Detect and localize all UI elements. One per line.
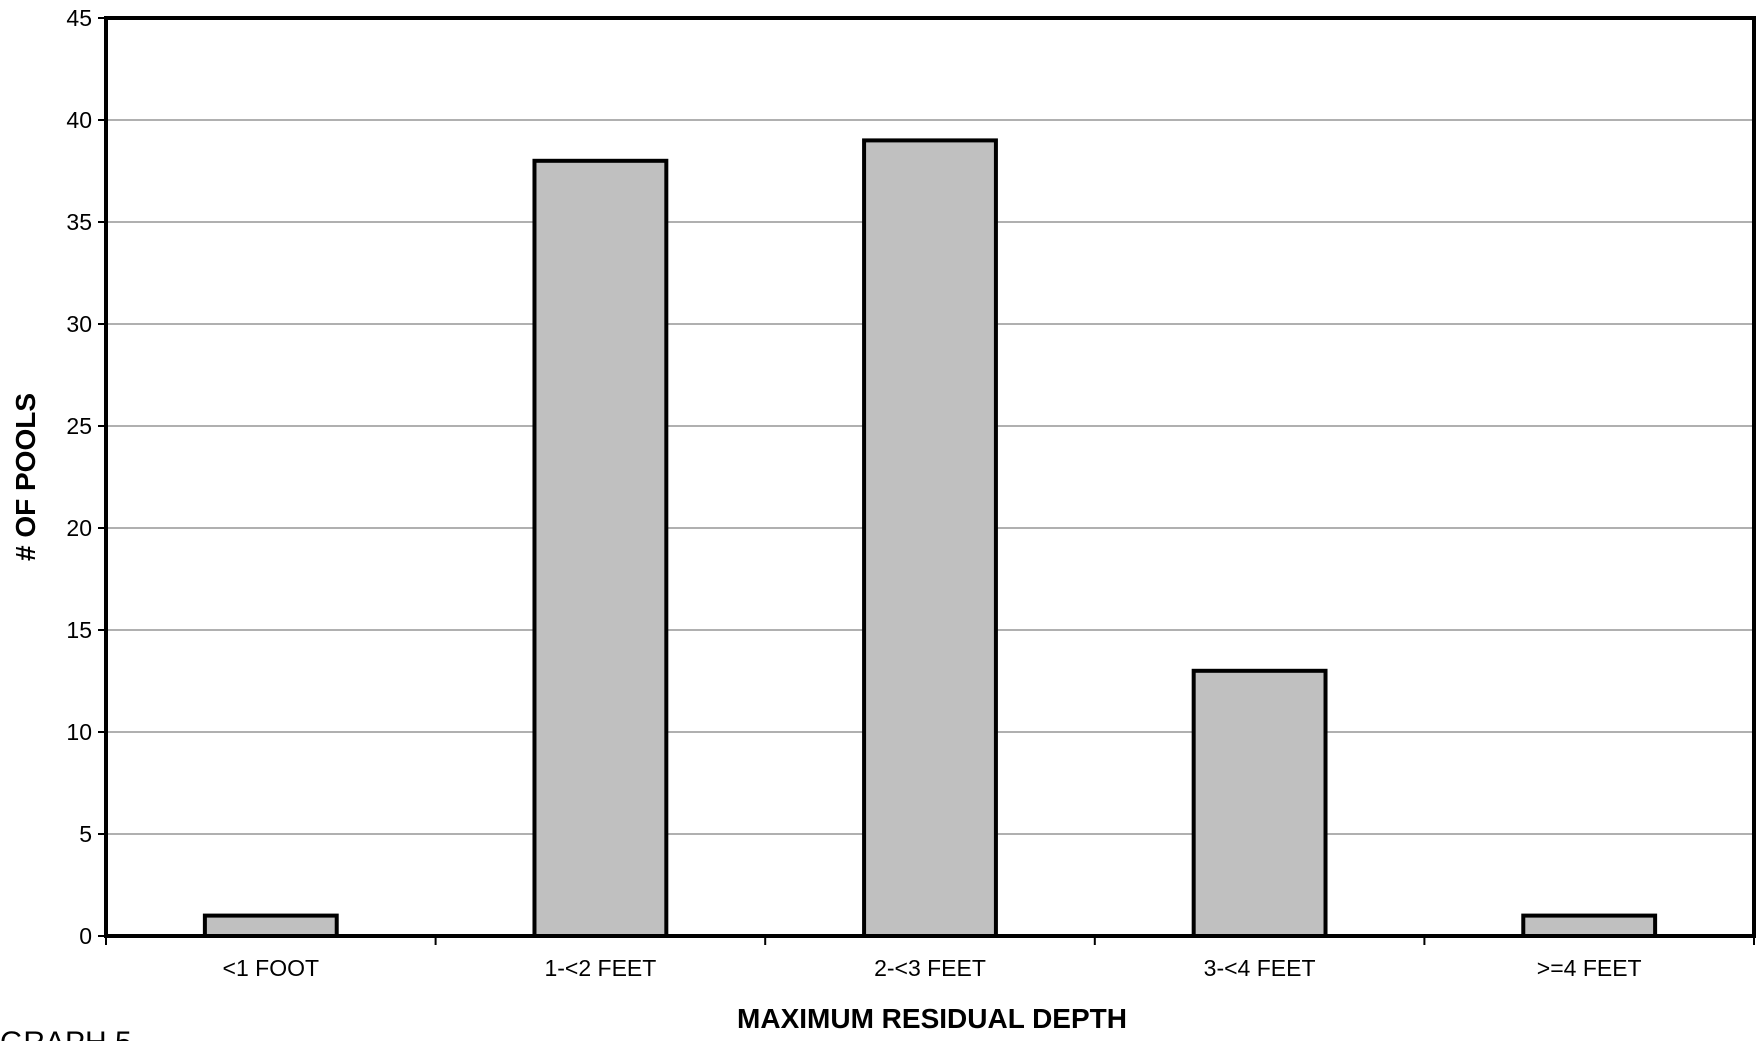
x-axis-title: MAXIMUM RESIDUAL DEPTH bbox=[737, 1003, 1127, 1034]
y-tick-label: 5 bbox=[79, 821, 92, 847]
x-tick-label: >=4 FEET bbox=[1537, 955, 1642, 981]
graph-caption: GRAPH 5 bbox=[0, 1026, 132, 1041]
bar bbox=[532, 158, 669, 939]
x-axis-ticks: <1 FOOT 1-<2 FEET 2-<3 FEET 3-<4 FEET >=4 FE… bbox=[105, 936, 1755, 981]
y-axis-ticks: 0 5 10 15 20 25 30 35 40 45 bbox=[66, 5, 106, 949]
bar bbox=[1521, 913, 1658, 938]
bars bbox=[202, 138, 1658, 939]
y-axis-title: # OF POOLS bbox=[10, 393, 41, 561]
y-tick-label: 40 bbox=[66, 107, 92, 133]
x-tick-label: 2-<3 FEET bbox=[874, 955, 986, 981]
bar bbox=[202, 913, 339, 938]
y-tick-label: 30 bbox=[66, 311, 92, 337]
x-tick-label: 3-<4 FEET bbox=[1204, 955, 1316, 981]
x-tick-label: 1-<2 FEET bbox=[544, 955, 656, 981]
y-tick-label: 10 bbox=[66, 719, 92, 745]
y-tick-label: 15 bbox=[66, 617, 92, 643]
y-tick-label: 0 bbox=[79, 923, 92, 949]
y-tick-label: 35 bbox=[66, 209, 92, 235]
y-tick-label: 25 bbox=[66, 413, 92, 439]
y-tick-label: 45 bbox=[66, 5, 92, 31]
bar bbox=[1191, 668, 1328, 938]
bar bbox=[862, 138, 998, 938]
y-tick-label: 20 bbox=[66, 515, 92, 541]
x-tick-label: <1 FOOT bbox=[223, 955, 320, 981]
plot-frame bbox=[104, 16, 1756, 938]
